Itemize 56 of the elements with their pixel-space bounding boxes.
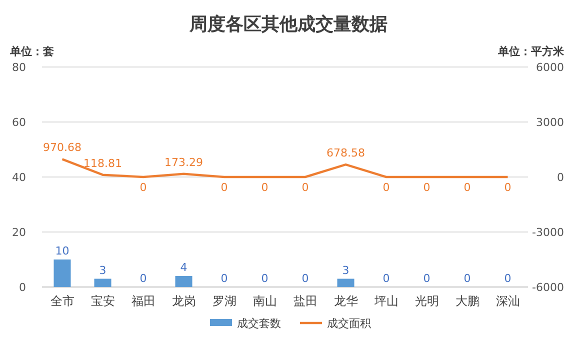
y2-tick-label: -6000 (532, 281, 564, 294)
data-label: 678.58 (326, 146, 365, 160)
x-tick-label: 坪山 (373, 294, 398, 308)
data-label: 0 (464, 181, 471, 194)
y2-tick-label: 0 (557, 171, 564, 184)
bar (94, 278, 112, 287)
data-label: 0 (382, 272, 390, 285)
y2-tick-label: 6000 (536, 61, 564, 74)
data-label: 0 (302, 181, 309, 194)
data-label: 3 (342, 264, 350, 277)
y2-tick-label: -3000 (532, 226, 564, 239)
data-label: 0 (220, 272, 228, 285)
data-label: 3 (99, 264, 106, 277)
y2-tick-label: 3000 (536, 116, 564, 129)
data-label: 0 (261, 272, 268, 285)
data-label: 0 (504, 181, 512, 194)
line-series (61, 158, 509, 178)
data-label: 0 (423, 181, 430, 194)
y-axis-title: 单位：套 (9, 45, 54, 58)
y2-axis-title: 单位：平方米 (497, 45, 565, 58)
x-tick-label: 龙华 (334, 294, 358, 308)
y-tick-label: 80 (12, 61, 26, 74)
data-label: 173.29 (164, 156, 203, 169)
x-tick-label: 深汕 (496, 294, 520, 308)
x-tick-label: 全市 (50, 294, 74, 308)
legend-label: 成交套数 (237, 317, 281, 330)
x-tick-label: 罗湖 (212, 294, 236, 308)
data-label: 0 (261, 181, 268, 194)
x-tick-label: 光明 (414, 294, 439, 308)
data-label: 0 (140, 272, 147, 285)
y-tick-label: 60 (12, 116, 26, 129)
bar (175, 276, 192, 287)
y-tick-label: 40 (12, 171, 26, 184)
x-tick-label: 盐田 (293, 294, 318, 308)
x-tick-label: 大鹏 (455, 294, 480, 308)
data-label: 118.81 (84, 156, 122, 170)
chart-title: 周度各区其他成交量数据 (188, 14, 388, 35)
y-tick-label: 0 (19, 281, 26, 294)
data-label: 0 (423, 272, 430, 285)
data-label: 4 (180, 261, 188, 274)
x-tick-label: 福田 (131, 294, 156, 308)
legend-label: 成交面积 (327, 317, 371, 330)
bar (54, 260, 71, 287)
x-tick-label: 宝安 (90, 294, 115, 308)
data-label: 970.68 (43, 141, 82, 154)
data-label: 0 (504, 272, 512, 285)
data-label: 0 (140, 181, 147, 194)
data-label: 0 (464, 272, 471, 285)
x-tick-label: 南山 (252, 294, 277, 308)
x-tick-label: 龙岗 (172, 294, 196, 308)
data-label: 0 (302, 272, 309, 285)
data-label: 0 (382, 181, 390, 194)
data-label: 0 (220, 181, 228, 194)
y-tick-label: 20 (12, 226, 26, 239)
bar (337, 278, 354, 287)
data-label: 10 (55, 244, 70, 258)
